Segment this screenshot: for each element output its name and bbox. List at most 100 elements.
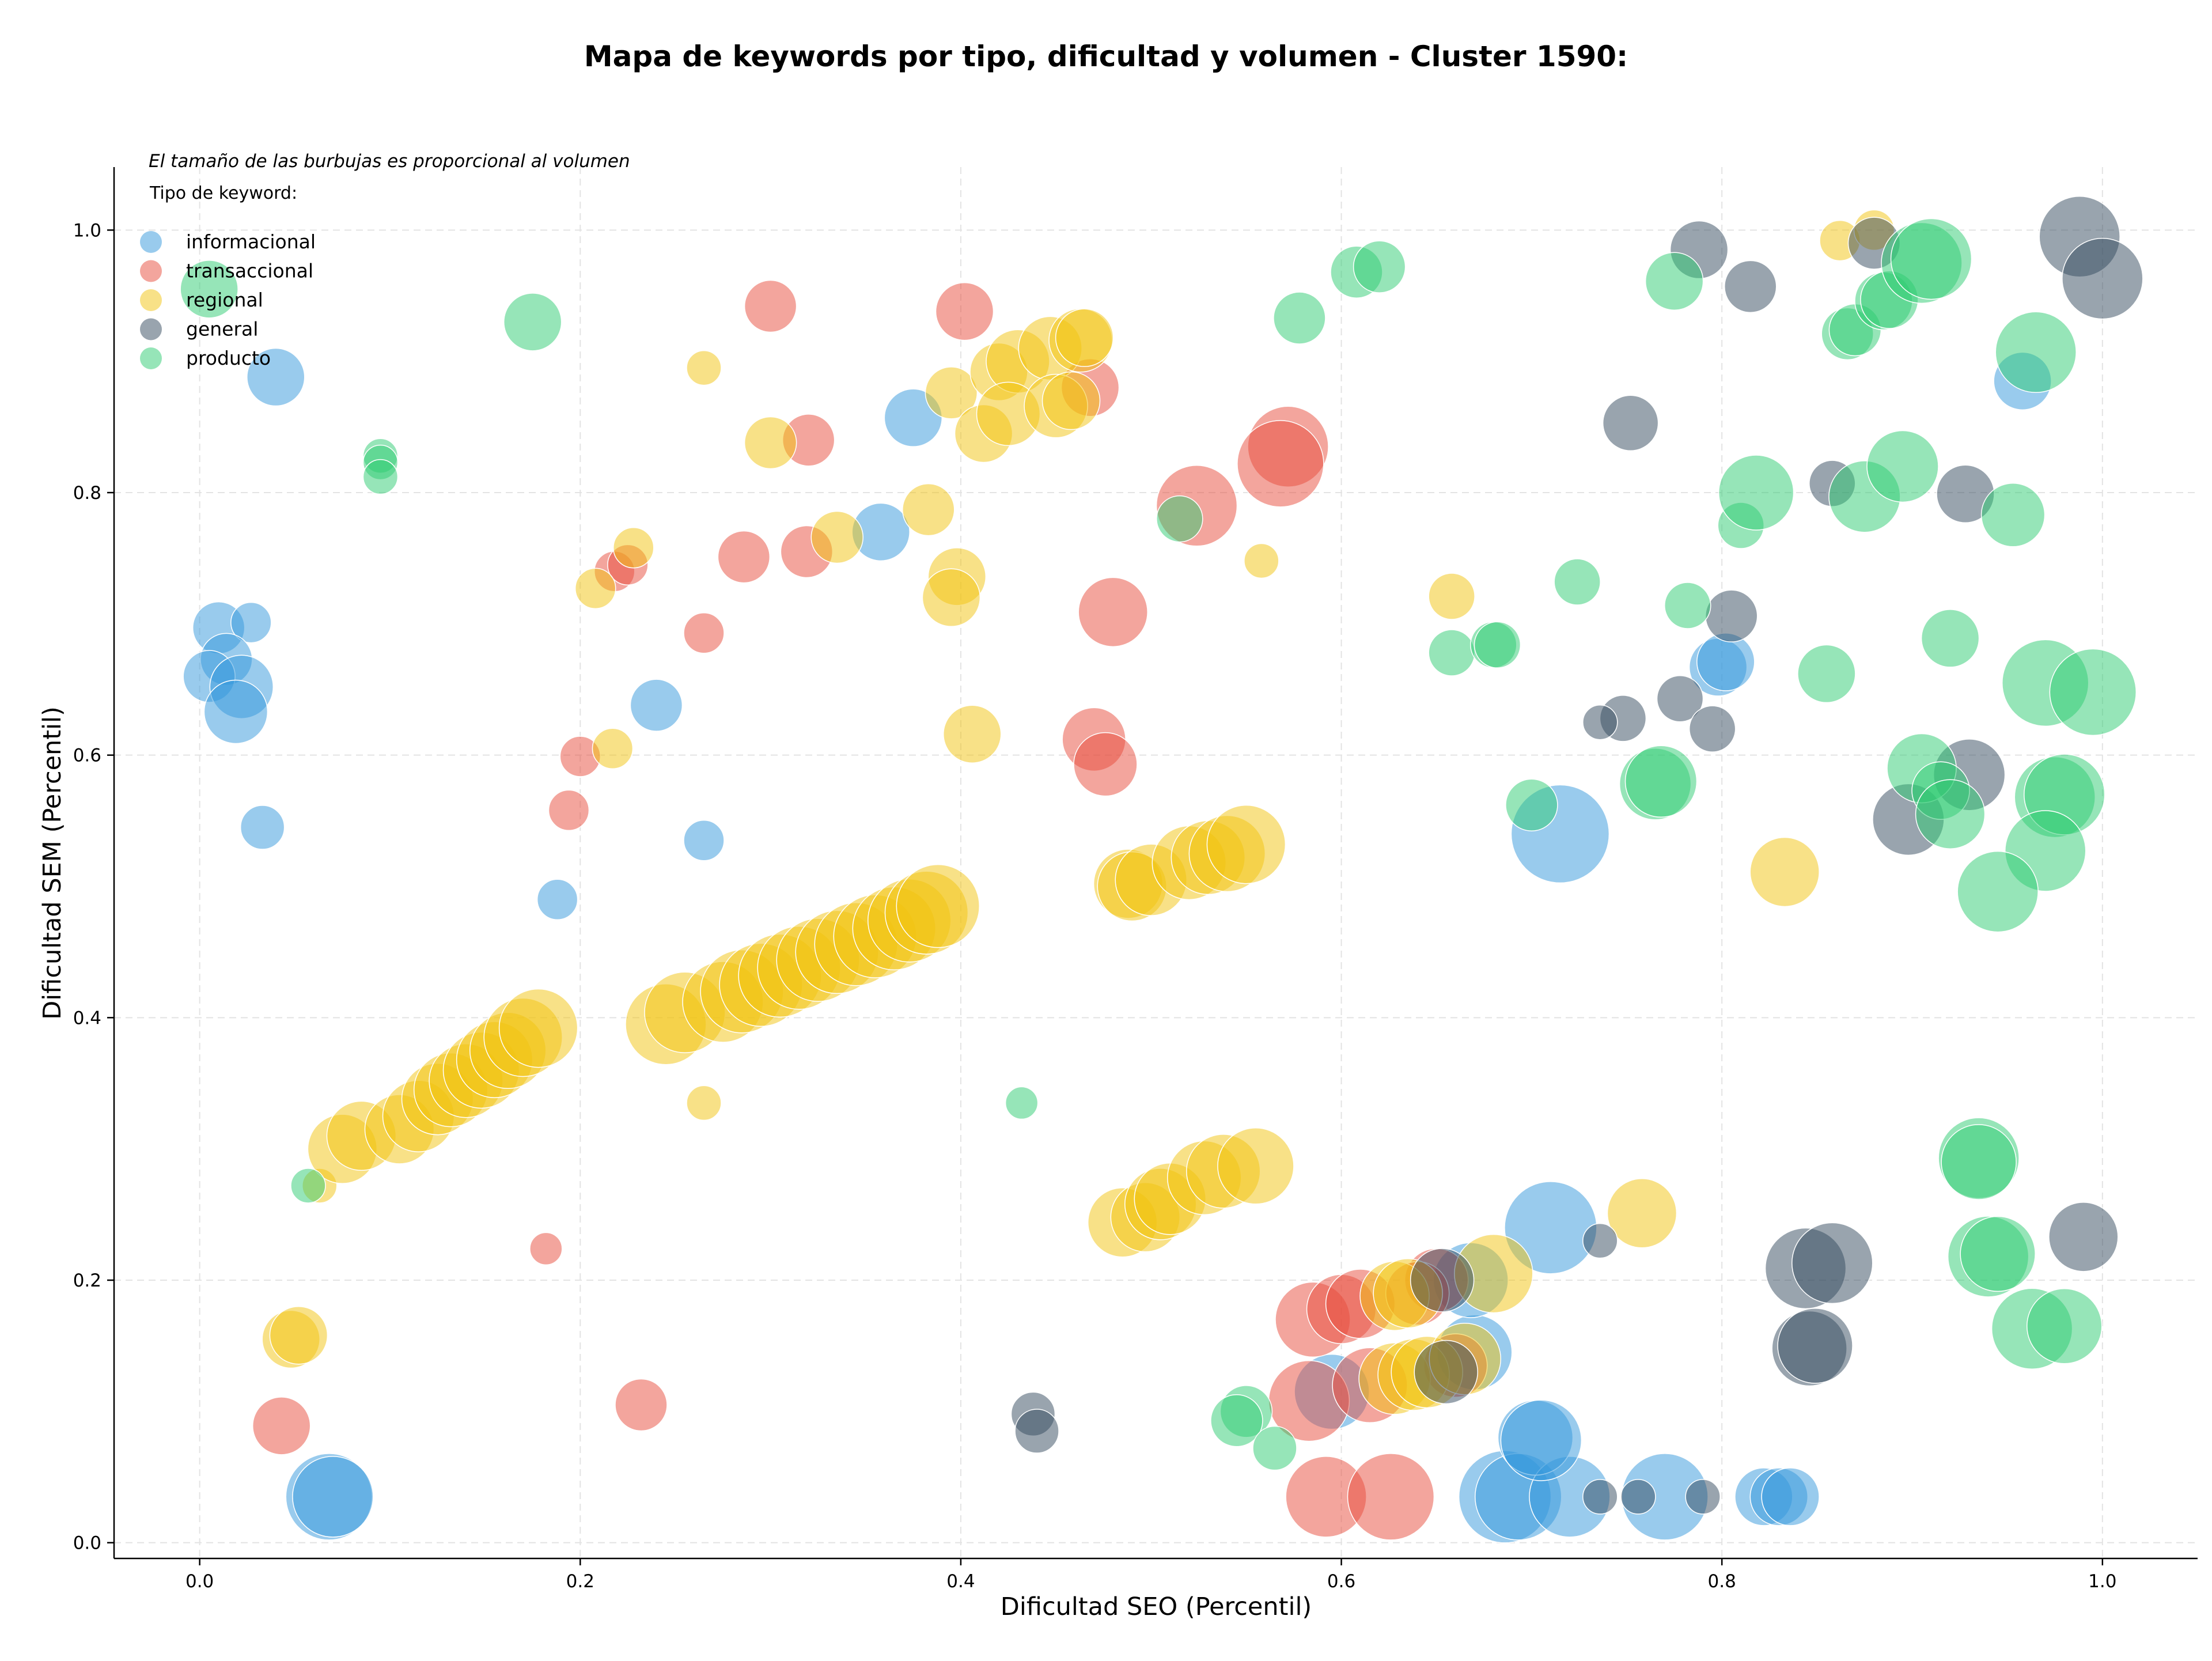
series-informacional [183, 347, 2052, 1543]
legend-label-producto: producto [186, 347, 271, 369]
bubble-general [2062, 237, 2143, 320]
bubble-producto [1664, 582, 1711, 629]
bubble-producto [1957, 850, 2039, 933]
axes [113, 167, 2198, 1560]
bubble-informacional [630, 679, 683, 732]
legend-label-regional: regional [186, 289, 263, 311]
bubble-regional [498, 988, 578, 1068]
bubble-regional [1749, 837, 1820, 907]
bubble-general [1410, 1248, 1475, 1312]
bubble-producto [1252, 1425, 1297, 1471]
bubble-general [1582, 1223, 1618, 1259]
bubble-informacional [247, 347, 305, 407]
bubble-producto [1941, 1124, 2017, 1200]
bubble-general [1582, 704, 1618, 740]
bubble-transaccional [683, 612, 725, 654]
legend-marker-informacional [140, 231, 162, 253]
y-tick-label: 0.6 [73, 746, 101, 766]
x-tick-label: 0.8 [1708, 1571, 1736, 1592]
x-tick-label: 0.2 [566, 1571, 594, 1592]
bubble-general [1582, 1479, 1618, 1515]
bubble-regional [1041, 371, 1101, 430]
bubble-producto [1797, 644, 1856, 703]
bubble-regional [574, 567, 616, 610]
chart-title: Mapa de keywords por tipo, dificultad y … [584, 40, 1628, 73]
legend-title: Tipo de keyword: [149, 183, 297, 203]
bubble-regional [1607, 1178, 1677, 1248]
y-tick-label: 0.0 [73, 1533, 101, 1554]
bubble-producto [1505, 778, 1558, 832]
bubble-informacional [1761, 1467, 1820, 1526]
bubble-producto [1273, 292, 1326, 345]
bubble-informacional [683, 820, 725, 861]
bubble-general [1414, 1340, 1478, 1405]
bubble-regional [922, 568, 981, 627]
bubble-producto [1428, 629, 1475, 676]
bubble-informacional [536, 879, 578, 921]
bubble-regional [613, 527, 654, 569]
bubble-general [1685, 1479, 1721, 1515]
bubble-regional [1244, 543, 1279, 579]
bubble-general [1620, 1479, 1656, 1515]
bubble-producto [1156, 495, 1203, 543]
y-axis-ticks: 0.0 0.2 0.4 0.6 0.8 1.0 [73, 220, 114, 1554]
bubble-informacional [203, 679, 268, 744]
bubble-general [2048, 1202, 2119, 1272]
y-axis-label: Dificultad SEM (Percentil) [38, 706, 67, 1020]
bubble-informacional [240, 805, 285, 850]
bubble-transaccional [717, 530, 771, 584]
bubble-producto [1554, 558, 1601, 606]
bubble-regional [592, 728, 634, 770]
bubble-regional [902, 483, 955, 536]
bubble-general [1705, 589, 1758, 642]
bubble-general [1777, 1308, 1853, 1384]
legend-marker-producto [140, 347, 162, 369]
bubble-producto [1210, 1394, 1263, 1447]
bubble-producto [1645, 252, 1704, 311]
x-tick-label: 0.0 [185, 1571, 214, 1592]
bubble-transaccional [1073, 732, 1138, 797]
bubble-producto [2027, 1288, 2103, 1364]
bubble-transaccional [548, 789, 590, 831]
bubble-producto [2049, 648, 2137, 736]
bubble-general [1724, 260, 1777, 313]
legend: informacional transaccional regional genera… [140, 230, 316, 369]
bubble-transaccional [252, 1397, 311, 1455]
bubble-producto [1353, 240, 1406, 293]
bubble-transaccional [1078, 577, 1148, 648]
bubble-layer [180, 196, 2143, 1543]
bubble-regional [810, 510, 863, 564]
series-producto [180, 218, 2137, 1471]
bubble-producto [503, 293, 562, 351]
bubble-regional [686, 350, 722, 386]
bubble-regional [269, 1306, 328, 1365]
bubble-transaccional [935, 282, 994, 341]
bubble-size-annotation: El tamaño de las burbujas es proporciona… [149, 151, 630, 172]
legend-marker-transaccional [140, 260, 162, 282]
bubble-producto [1005, 1086, 1039, 1120]
x-tick-label: 0.6 [1327, 1571, 1355, 1592]
x-axis-ticks: 0.0 0.2 0.4 0.6 0.8 1.0 [185, 1558, 2116, 1592]
bubble-regional [896, 864, 980, 948]
bubble-producto [180, 260, 238, 319]
bubble-informacional [1696, 633, 1755, 691]
bubble-informacional [230, 601, 272, 644]
legend-marker-regional [140, 289, 162, 311]
bubble-regional [1055, 308, 1114, 367]
bubble-producto [1474, 621, 1521, 669]
bubble-regional [686, 1085, 722, 1121]
bubble-regional [1206, 804, 1286, 884]
bubble-informacional [292, 1456, 374, 1538]
y-tick-label: 0.8 [73, 483, 101, 504]
bubble-general [1656, 675, 1704, 722]
bubble-transaccional [615, 1378, 668, 1432]
bubble-transaccional [744, 279, 797, 333]
bubble-general [1602, 395, 1659, 452]
y-tick-label: 1.0 [73, 220, 101, 241]
bubble-regional [942, 705, 1002, 763]
bubble-producto [362, 459, 399, 495]
bubble-producto [1915, 779, 1986, 849]
bubble-producto [1718, 455, 1794, 531]
legend-label-informacional: informacional [186, 230, 316, 253]
bubble-regional [1217, 1127, 1294, 1205]
